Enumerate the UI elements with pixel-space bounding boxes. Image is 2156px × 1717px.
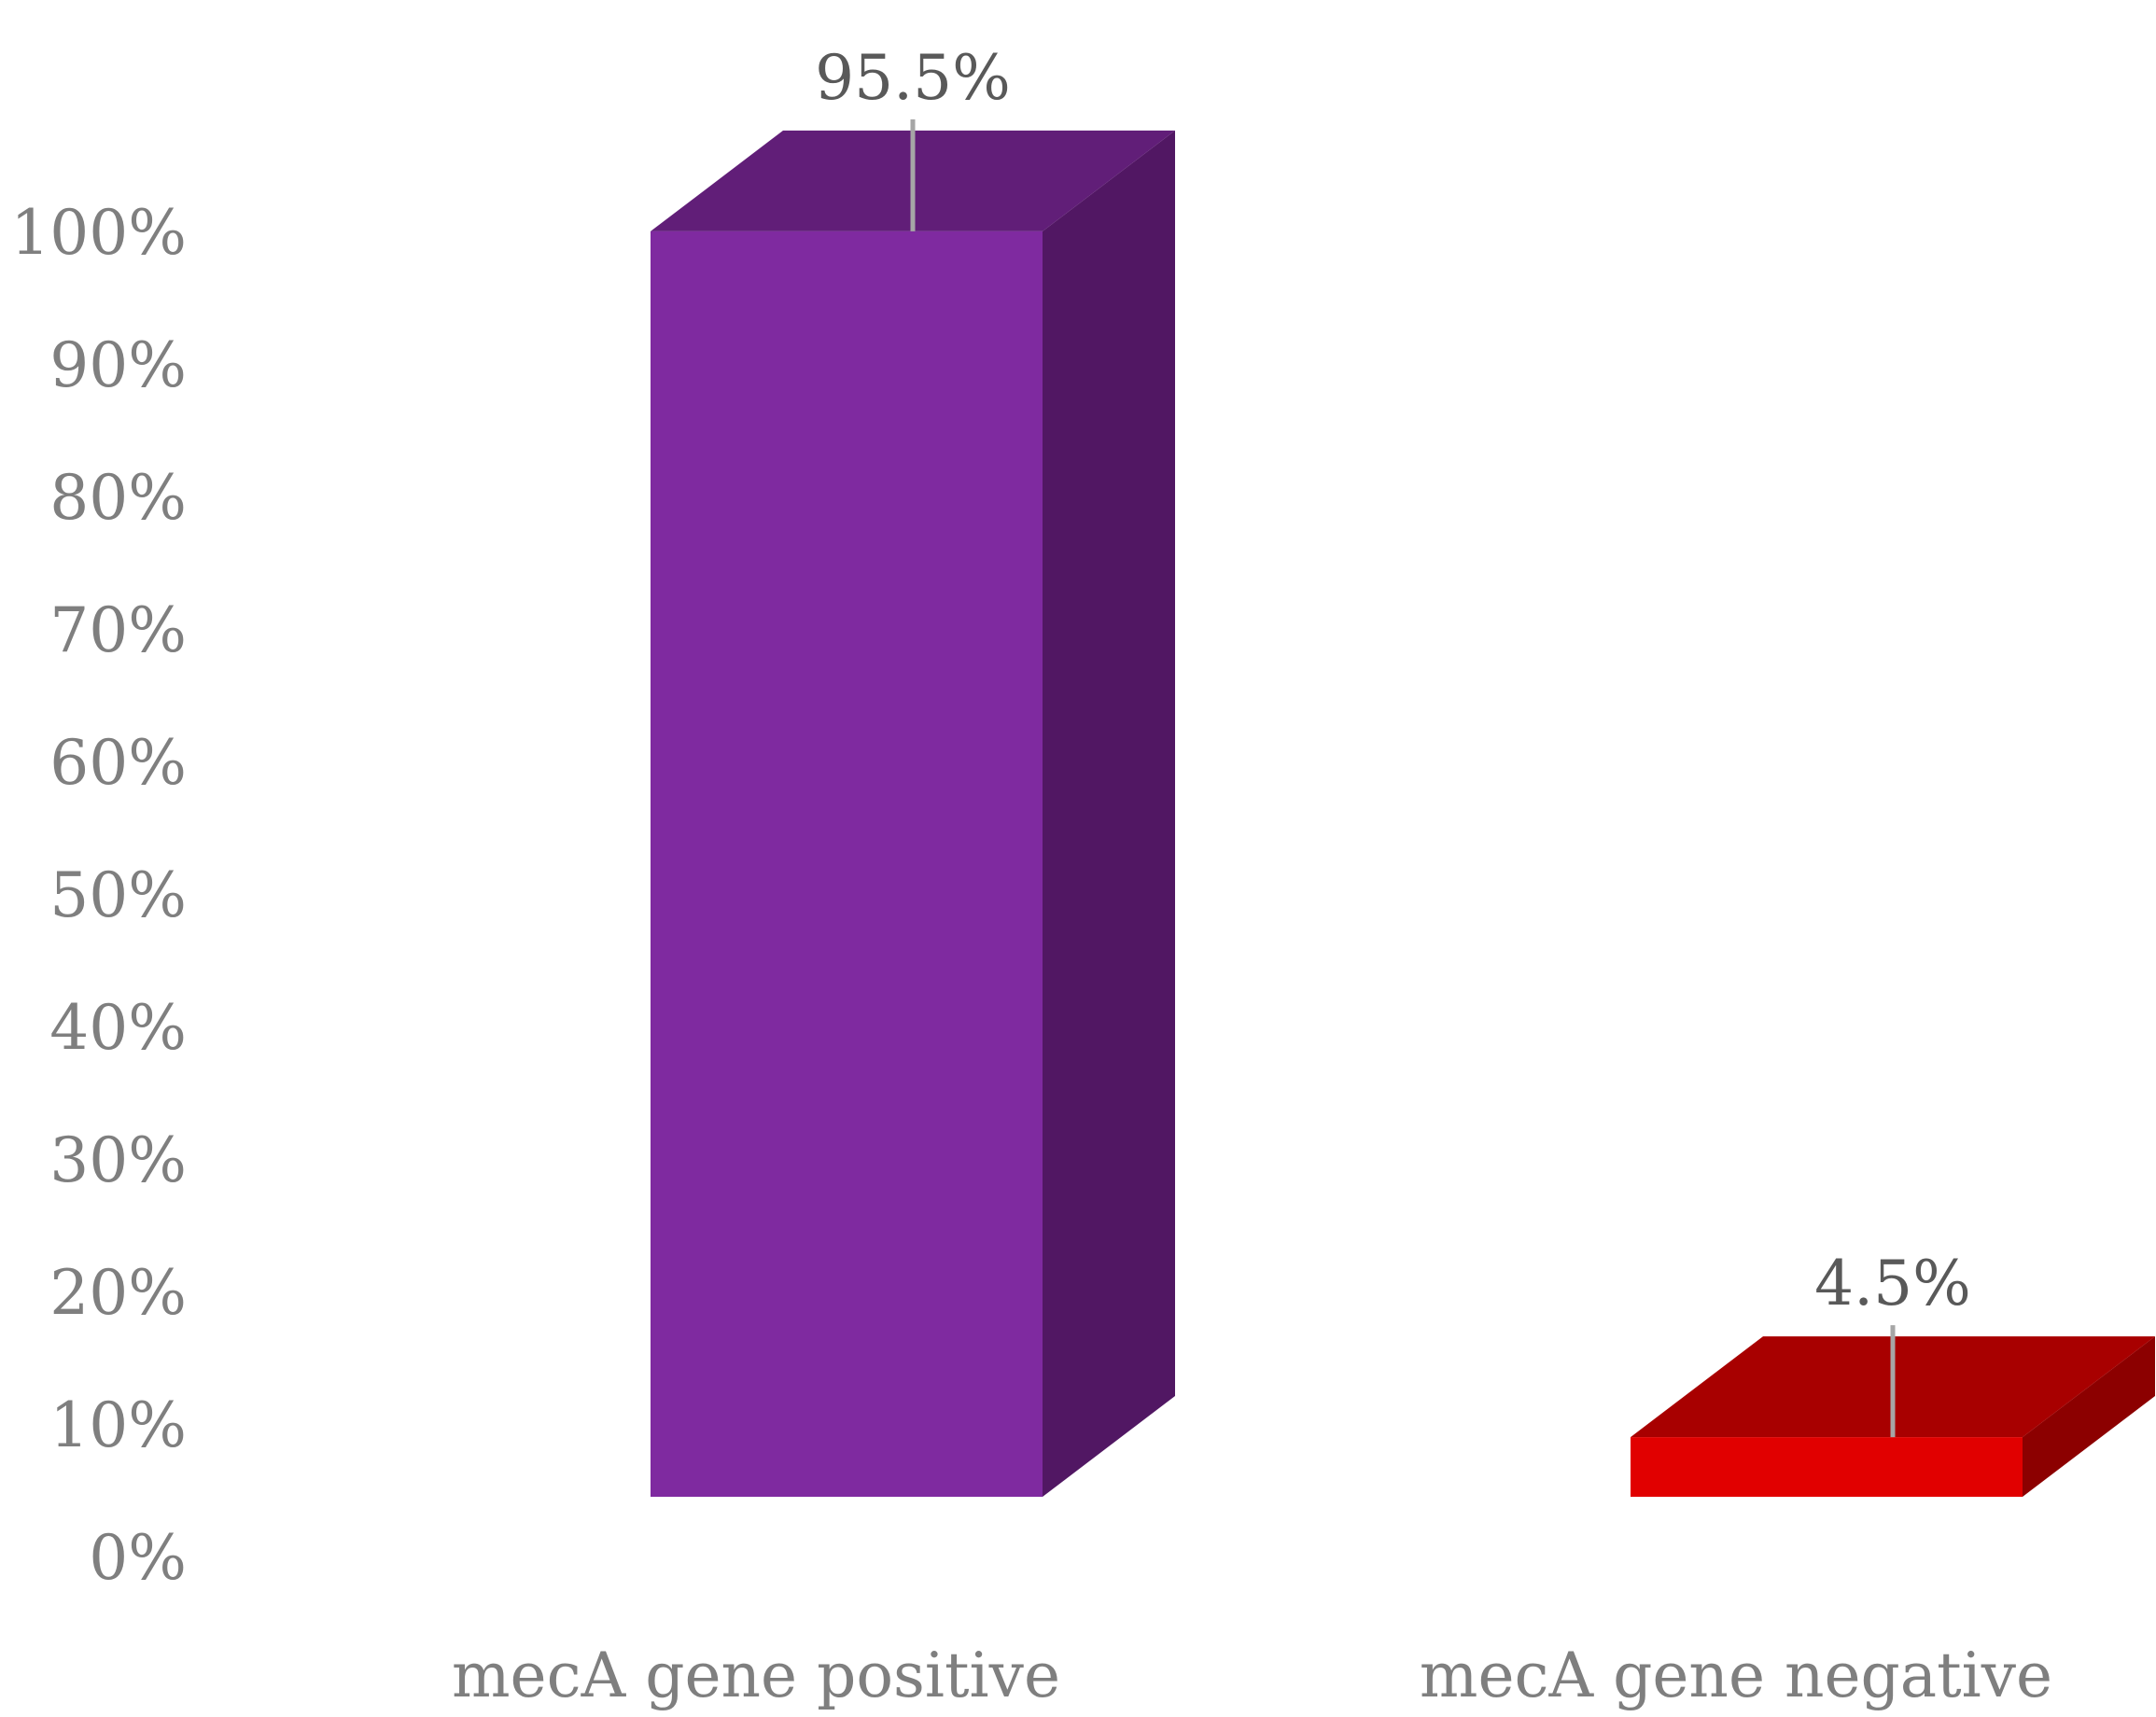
y-tick-label: 20% (49, 1257, 187, 1329)
bar-front-face (651, 230, 1043, 1497)
y-axis: 0% 10% 20% 30% 40% 50% 60% 70% 80% 90% 100% (10, 197, 187, 1594)
x-category-label: mecA gene positive (452, 1640, 1060, 1711)
y-tick-label: 0% (89, 1522, 187, 1594)
y-tick-label: 60% (49, 727, 187, 799)
bar-front-face (1631, 1437, 2023, 1497)
y-tick-label: 90% (49, 329, 187, 401)
bar-side-face (1043, 130, 1175, 1497)
y-tick-label: 80% (49, 462, 187, 534)
y-tick-label: 50% (49, 859, 187, 931)
data-label: 95.5% (815, 42, 1011, 114)
data-label: 4.5% (1814, 1248, 1971, 1319)
x-axis: mecA gene positive mecA gene negative (452, 1640, 2052, 1711)
bar-side-face (2023, 1336, 2155, 1497)
bars-group: 95.5% 4.5% (651, 42, 2155, 1497)
bar-mecA-negative: 4.5% (1631, 1248, 2155, 1497)
x-category-label: mecA gene negative (1420, 1640, 2052, 1711)
y-tick-label: 40% (49, 992, 187, 1064)
y-tick-label: 70% (49, 594, 187, 666)
bar-mecA-positive: 95.5% (651, 42, 1175, 1497)
y-tick-label: 100% (10, 197, 187, 269)
y-tick-label: 10% (49, 1389, 187, 1461)
y-tick-label: 30% (49, 1124, 187, 1196)
